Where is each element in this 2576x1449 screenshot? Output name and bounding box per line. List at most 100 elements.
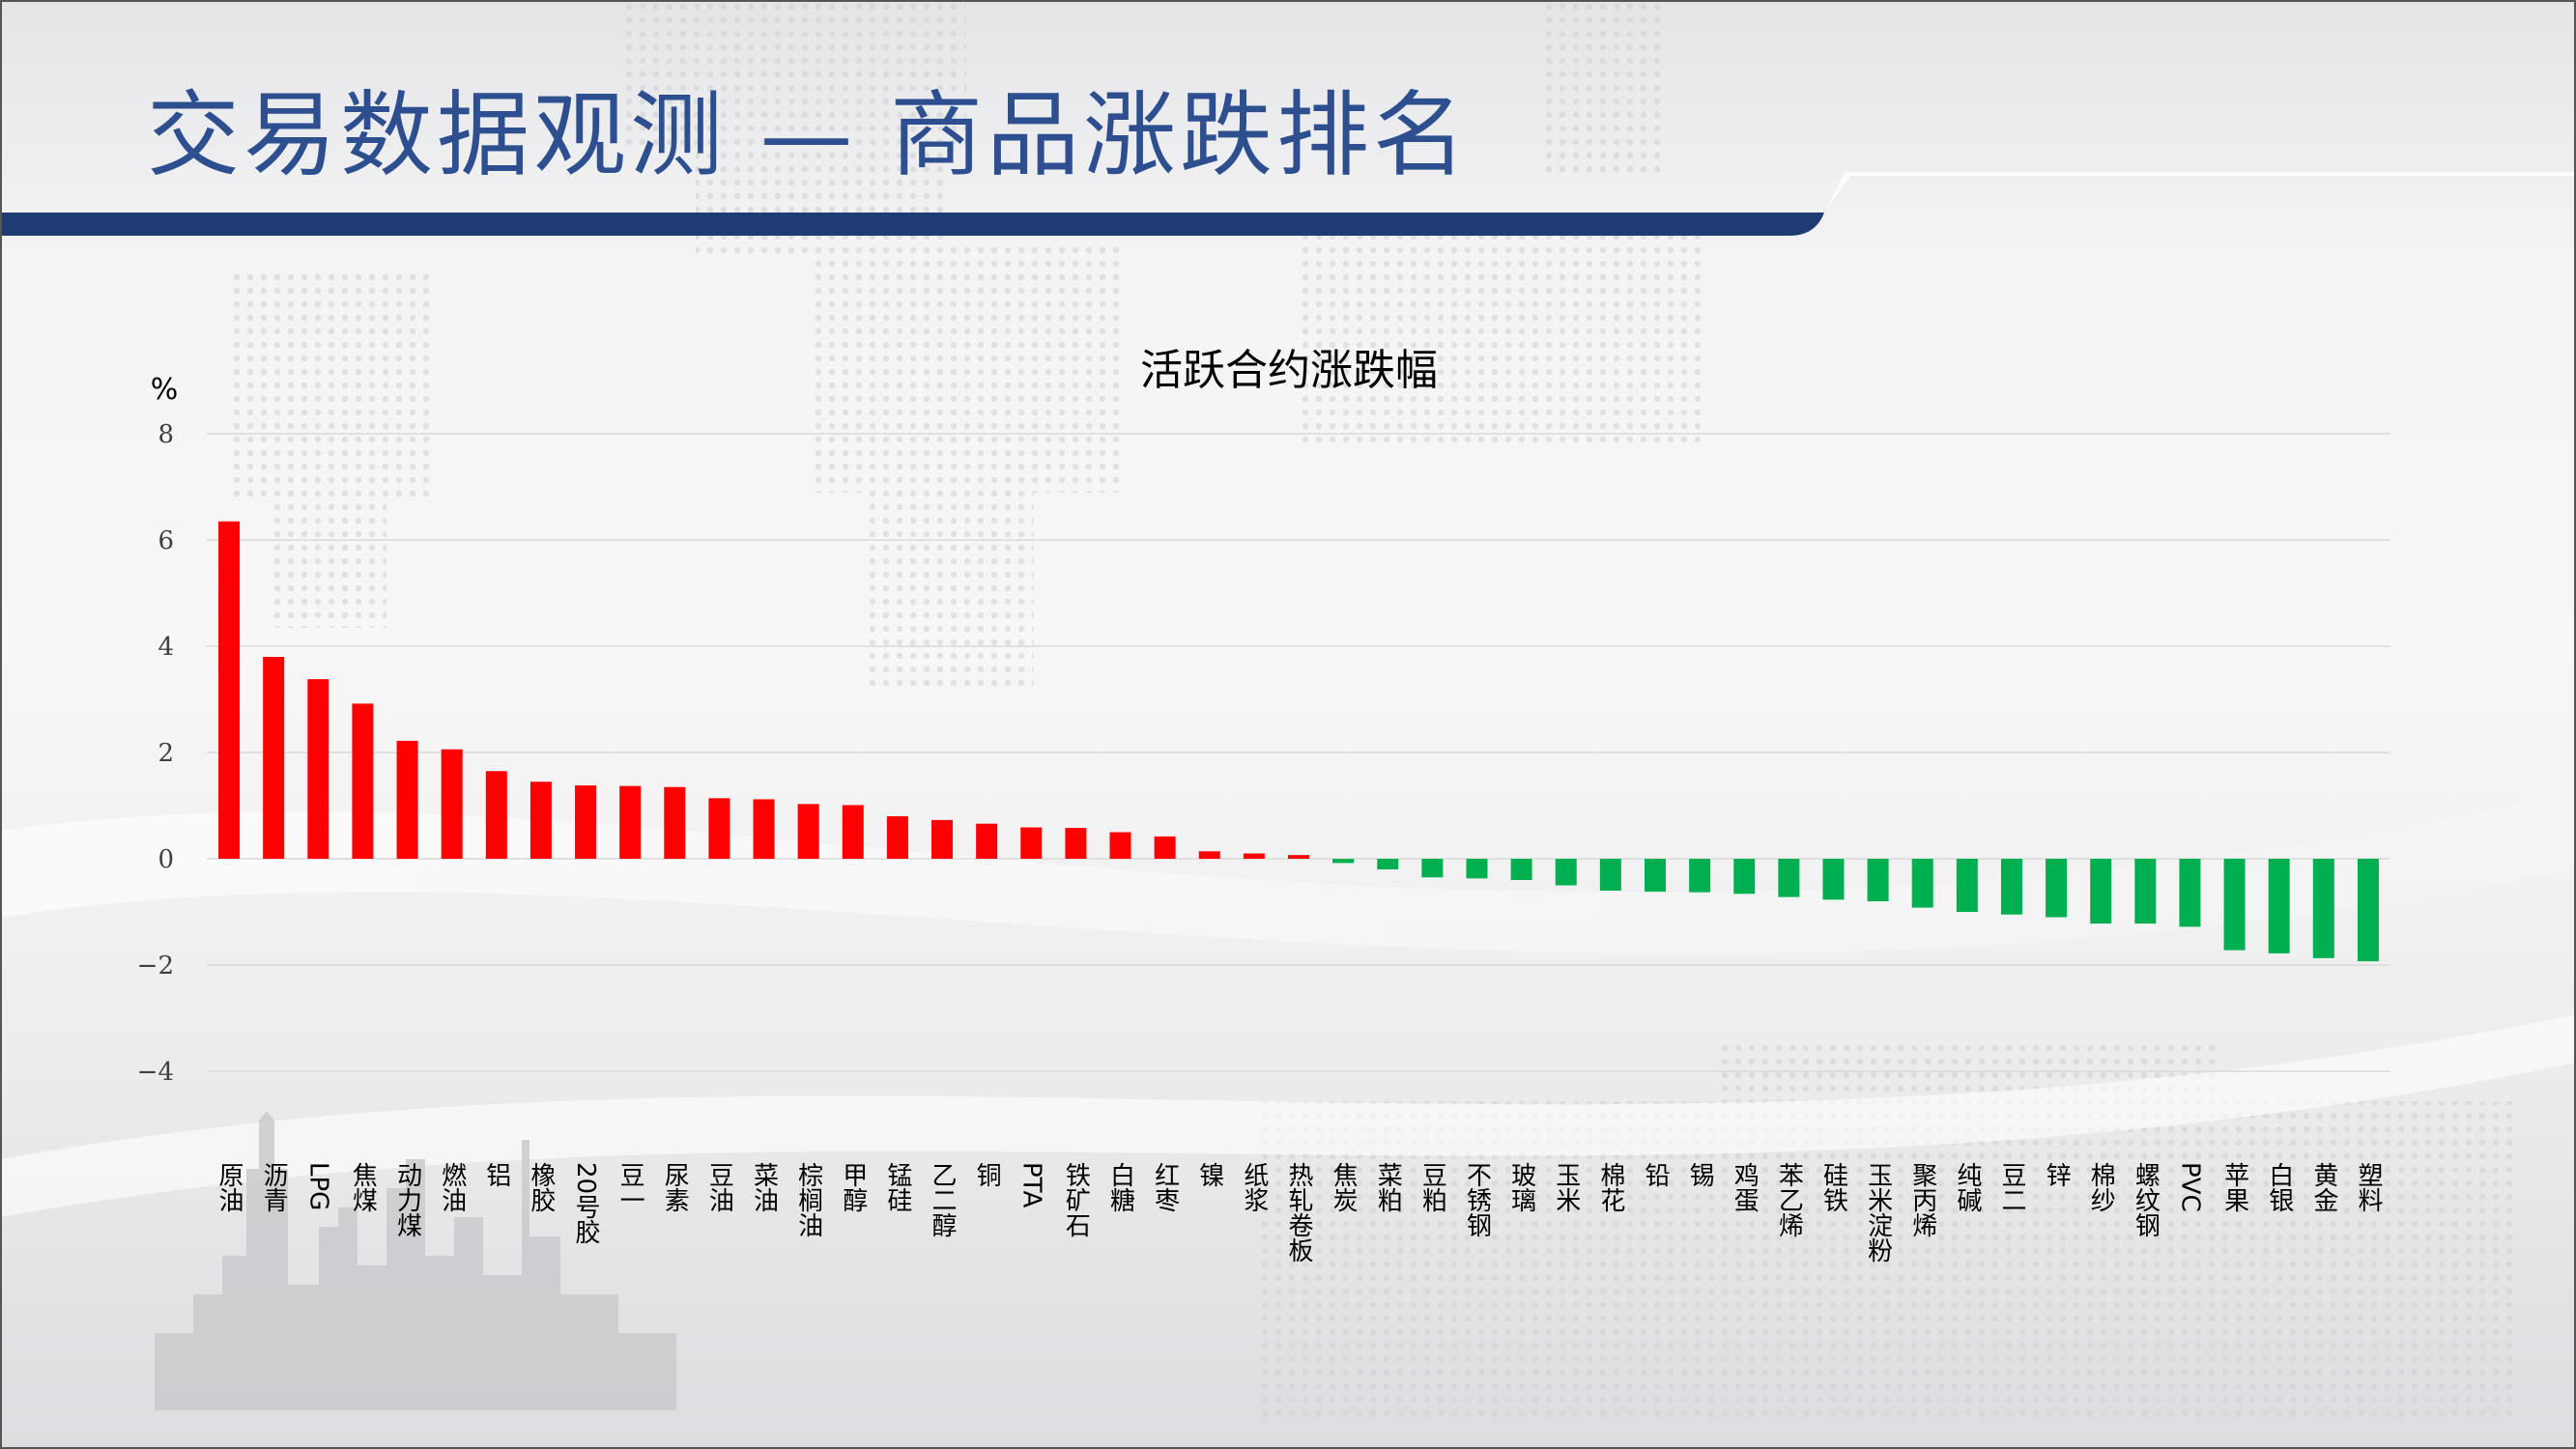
y-tick-label: 2 — [157, 739, 174, 768]
x-tick-label: 锡 — [1685, 1162, 1714, 1187]
bar — [619, 785, 642, 859]
x-tick-label: 不锈钢 — [1462, 1162, 1491, 1237]
x-tick-label: 动力煤 — [393, 1162, 422, 1237]
bar — [753, 799, 775, 859]
bar — [2000, 859, 2022, 915]
x-tick-label: 玉米淀粉 — [1864, 1162, 1893, 1263]
x-tick-label: 苯乙烯 — [1774, 1162, 1803, 1237]
x-tick-label: 鸡蛋 — [1730, 1162, 1759, 1212]
bar — [1778, 859, 1800, 897]
x-tick-label: 聚丙烯 — [1908, 1162, 1937, 1237]
bar — [1198, 851, 1220, 859]
y-tick-label: −2 — [137, 952, 174, 980]
bar — [1911, 859, 1933, 908]
x-tick-label: 棕榈油 — [794, 1162, 823, 1237]
bar — [886, 816, 908, 859]
x-tick-label: 豆二 — [1997, 1162, 2026, 1212]
bar — [1644, 859, 1666, 893]
x-tick-label: 燃油 — [438, 1162, 467, 1212]
x-tick-label: 白银 — [2265, 1162, 2294, 1212]
bar — [1733, 859, 1756, 895]
bar — [931, 819, 954, 859]
x-tick-label: 菜粕 — [1373, 1162, 1402, 1212]
x-tick-label: 塑料 — [2354, 1162, 2383, 1212]
x-tick-label: 菜油 — [750, 1162, 779, 1212]
bar — [2223, 859, 2246, 951]
bar — [575, 785, 597, 859]
x-tick-label: 铜 — [972, 1162, 1001, 1187]
x-tick-label: 黄金 — [2309, 1162, 2338, 1212]
bar — [664, 786, 686, 859]
x-tick-label: 棉纱 — [2086, 1162, 2115, 1212]
bar — [1377, 859, 1399, 869]
x-tick-label: 乙二醇 — [928, 1162, 957, 1237]
x-tick-label: 豆粕 — [1417, 1162, 1446, 1212]
x-tick-label: 锌 — [2042, 1162, 2071, 1187]
bar — [1867, 859, 1889, 901]
x-tick-label: 沥青 — [259, 1162, 288, 1212]
x-tick-label: 玉米 — [1552, 1162, 1581, 1212]
bar — [1288, 855, 1309, 859]
x-tick-label: PVC — [2175, 1162, 2204, 1212]
x-tick-label: 铁矿石 — [1061, 1162, 1090, 1237]
x-tick-label: 豆油 — [704, 1162, 733, 1212]
x-tick-label: 纸浆 — [1240, 1162, 1269, 1212]
x-tick-label: LPG — [303, 1162, 332, 1210]
x-tick-label: 尿素 — [660, 1162, 689, 1212]
x-tick-label: PTA — [1016, 1162, 1045, 1208]
bar — [218, 521, 241, 859]
bar — [530, 781, 552, 859]
x-tick-label: 甲醇 — [839, 1162, 868, 1212]
bar — [1109, 832, 1131, 859]
bar — [1510, 859, 1532, 880]
x-tick-label: 棉花 — [1596, 1162, 1625, 1212]
bar — [842, 805, 864, 859]
y-axis-label: % — [151, 373, 179, 407]
x-tick-label: 红枣 — [1151, 1162, 1180, 1212]
x-tick-label: 热轧卷板 — [1284, 1162, 1313, 1263]
bar — [1243, 853, 1265, 859]
bar — [307, 679, 329, 859]
x-tick-label: 螺纹钢 — [2131, 1162, 2160, 1237]
bar — [396, 740, 418, 859]
bar — [1466, 859, 1488, 879]
x-tick-label: 锰硅 — [883, 1162, 912, 1212]
y-tick-label: −4 — [137, 1058, 174, 1087]
x-tick-label: 铝 — [482, 1162, 511, 1187]
bar — [2268, 859, 2290, 953]
x-tick-label: 焦煤 — [348, 1162, 377, 1212]
x-tick-label: 20号胶 — [571, 1162, 600, 1244]
x-tick-label: 铅 — [1641, 1162, 1670, 1187]
bar — [1065, 828, 1087, 859]
bar — [2312, 859, 2334, 958]
x-tick-label: 苹果 — [2220, 1162, 2249, 1212]
bar — [1555, 859, 1577, 886]
y-tick-label: 8 — [157, 420, 174, 449]
bar — [2046, 859, 2068, 918]
x-tick-label: 原油 — [215, 1162, 243, 1212]
y-tick-label: 6 — [157, 526, 174, 555]
bar — [797, 804, 819, 859]
bar — [485, 771, 507, 859]
x-tick-label: 镍 — [1195, 1162, 1224, 1187]
bar — [2090, 859, 2112, 924]
bar — [1599, 859, 1621, 891]
bar — [1020, 827, 1043, 859]
page-title: 交易数据观测 — 商品涨跌排名 — [147, 81, 1471, 189]
bar — [1421, 859, 1444, 878]
bar — [2357, 859, 2379, 962]
header-band — [0, 213, 1824, 236]
bar — [2134, 859, 2157, 924]
x-tick-label: 橡胶 — [527, 1162, 556, 1212]
x-tick-label: 玻璃 — [1507, 1162, 1536, 1212]
x-tick-label: 硅铁 — [1818, 1162, 1847, 1212]
bar — [352, 703, 374, 859]
x-tick-label: 纯碱 — [1953, 1162, 1982, 1212]
bar — [976, 823, 998, 859]
y-tick-label: 0 — [157, 845, 174, 874]
bar — [708, 798, 730, 859]
bar — [1689, 859, 1711, 893]
